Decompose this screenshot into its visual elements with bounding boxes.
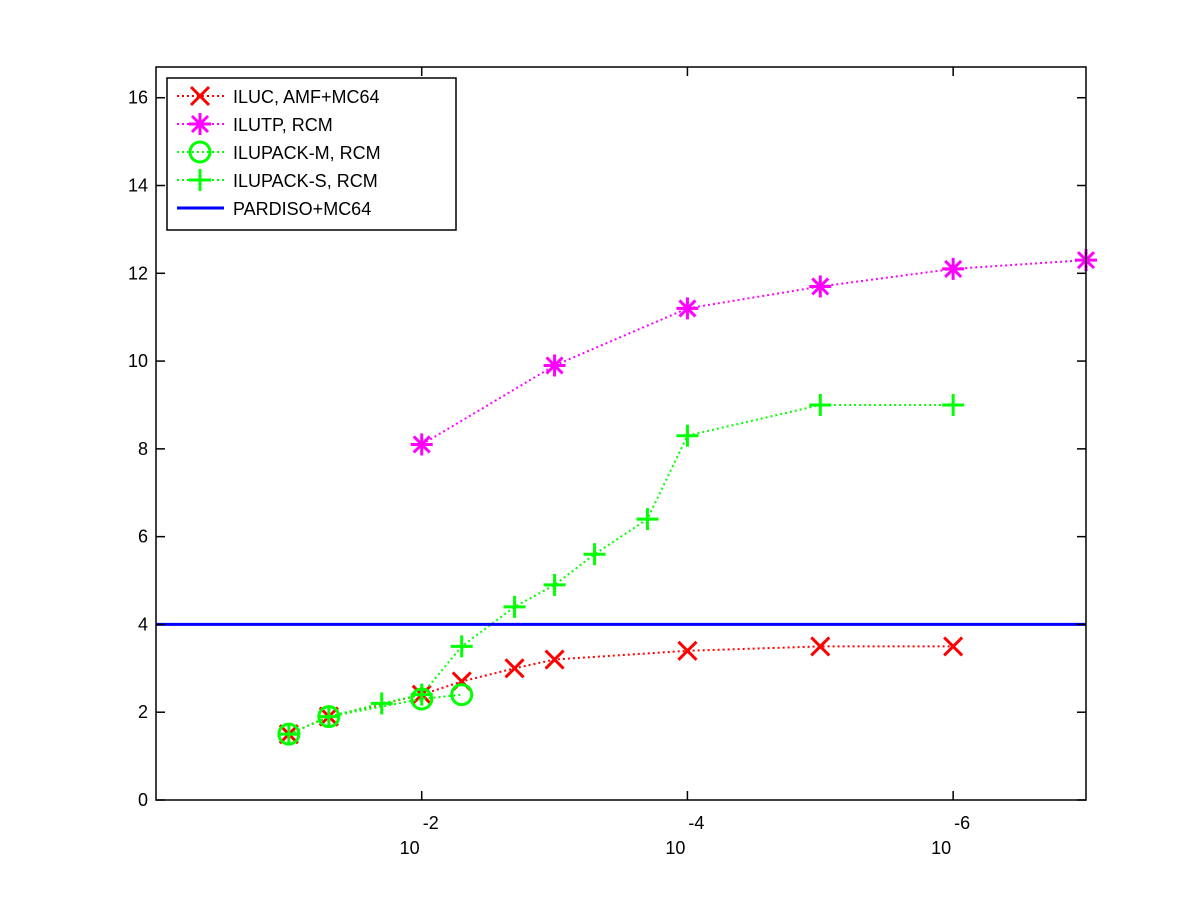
legend-entry-ilupack-s-rcm: ILUPACK-S, RCM: [177, 169, 378, 191]
x-tick-label-exponent: -6: [954, 813, 970, 833]
data-point-ilupack-m-rcm: [277, 722, 301, 746]
series-ilupack-m-rcm: [277, 683, 474, 746]
x-tick-label: 10-6: [931, 813, 970, 858]
data-point-ilutp-rcm: [676, 297, 699, 320]
legend-entry-ilutp-rcm: ILUTP, RCM: [177, 113, 333, 135]
axes-frame: [155, 66, 1087, 801]
series-ilupack-s-rcm: [277, 393, 965, 746]
data-point-ilupack-s-rcm: [503, 595, 526, 618]
y-tick-label: 8: [138, 439, 148, 459]
series-line-ilutp-rcm: [421, 259, 1087, 446]
x-tick-label-exponent: -2: [423, 813, 439, 833]
y-tick-label: 14: [128, 176, 148, 196]
y-tick-label: 6: [138, 527, 148, 547]
data-point-ilutp-rcm: [410, 433, 433, 456]
data-point-ilupack-s-rcm: [277, 723, 300, 746]
data-point-ilupack-m-rcm: [450, 683, 474, 707]
legend-label: ILUPACK-M, RCM: [233, 143, 381, 163]
y-tick-label: 10: [128, 351, 148, 371]
x-tick-label: 10-2: [400, 813, 439, 858]
legend-marker: [189, 113, 211, 135]
series-layer: [156, 249, 1097, 746]
legend-marker: [189, 85, 211, 107]
data-point-ilutp-rcm: [809, 275, 832, 298]
legend-label: ILUTP, RCM: [233, 115, 333, 135]
data-point-ilupack-s-rcm: [809, 393, 832, 416]
data-point-ilupack-m-rcm: [410, 687, 434, 711]
y-tick-label: 0: [138, 790, 148, 810]
legend-label: ILUC, AMF+MC64: [233, 87, 380, 107]
data-point-ilupack-s-rcm: [543, 573, 566, 596]
data-point-ilupack-s-rcm: [317, 705, 340, 728]
y-tick-label: 2: [138, 702, 148, 722]
data-point-iluc-amf-mc64: [504, 658, 525, 679]
legend-box: [166, 77, 457, 231]
x-tick-label-base: 10: [400, 838, 420, 858]
y-tick-label: 12: [128, 263, 148, 283]
data-point-ilupack-s-rcm: [450, 635, 473, 658]
data-point-ilutp-rcm: [543, 354, 566, 377]
data-point-ilupack-m-rcm: [317, 705, 341, 729]
data-point-ilupack-s-rcm: [583, 543, 606, 566]
legend-entry-ilupack-m-rcm: ILUPACK-M, RCM: [177, 140, 381, 164]
data-point-ilupack-s-rcm: [370, 692, 393, 715]
y-tick-label: 4: [138, 614, 148, 634]
x-tick-label-base: 10: [931, 838, 951, 858]
x-tick-label: 10-4: [665, 813, 704, 858]
legend-label: PARDISO+MC64: [233, 199, 371, 219]
legend-marker: [188, 140, 212, 164]
legend-label: ILUPACK-S, RCM: [233, 171, 378, 191]
legend: ILUC, AMF+MC64 ILUTP, RCM ILUPACK-M, RCM IL…: [166, 77, 457, 231]
legend-entry-iluc-amf-mc64: ILUC, AMF+MC64: [177, 85, 380, 107]
data-point-ilupack-s-rcm: [676, 424, 699, 447]
data-point-iluc-amf-mc64: [677, 640, 698, 661]
data-point-ilupack-s-rcm: [942, 393, 965, 416]
data-point-iluc-amf-mc64: [810, 636, 831, 657]
data-point-iluc-amf-mc64: [943, 636, 964, 657]
series-line-ilupack-s-rcm: [288, 404, 954, 736]
y-tick-label: 16: [128, 88, 148, 108]
data-point-iluc-amf-mc64: [544, 649, 565, 670]
data-point-ilutp-rcm: [942, 257, 965, 280]
series-line-ilupack-m-rcm: [288, 693, 462, 736]
x-tick-label-base: 10: [665, 838, 685, 858]
data-point-ilupack-s-rcm: [636, 508, 659, 531]
legend-marker: [189, 169, 211, 191]
legend-entry-pardiso-mc64: PARDISO+MC64: [177, 199, 371, 219]
x-tick-label-exponent: -4: [688, 813, 704, 833]
